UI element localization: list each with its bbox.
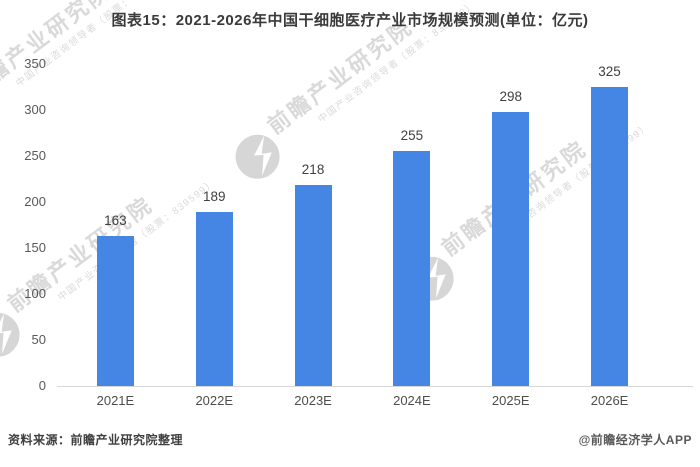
y-tick-label: 200	[24, 194, 46, 209]
y-tick-label: 150	[24, 240, 46, 255]
y-tick-label: 50	[31, 332, 46, 347]
bar-value-label: 189	[202, 189, 226, 204]
y-tick-label: 300	[24, 102, 46, 117]
y-tick-label: 100	[24, 286, 46, 301]
bar-value-label: 218	[301, 162, 325, 177]
bar-group: 163	[66, 64, 165, 386]
bar-value-label: 255	[400, 128, 424, 143]
bar-group: 325	[560, 64, 659, 386]
x-tick-label: 2026E	[590, 393, 629, 408]
bar-group: 298	[461, 64, 560, 386]
x-tick-label: 2022E	[195, 393, 234, 408]
bar-group: 189	[165, 64, 264, 386]
bar	[294, 185, 332, 386]
y-tick-label: 0	[38, 378, 46, 393]
bar	[96, 236, 134, 386]
x-tick-label: 2024E	[393, 393, 431, 408]
chart-title: 图表15：2021-2026年中国干细胞医疗产业市场规模预测(单位：亿元)	[111, 12, 589, 29]
bar-group: 255	[362, 64, 461, 386]
bar	[492, 112, 530, 386]
x-tick-label: 2021E	[96, 393, 135, 408]
bar-value-label: 298	[499, 89, 522, 104]
x-tick-label: 2023E	[294, 393, 332, 408]
source-note: 资料来源：前瞻产业研究院整理	[8, 433, 184, 447]
y-tick-label: 350	[24, 56, 46, 71]
bar	[393, 151, 431, 386]
y-tick-label: 250	[24, 148, 46, 163]
x-tick-label: 2025E	[491, 393, 530, 408]
x-axis-line	[57, 386, 693, 387]
bar	[195, 212, 233, 386]
credit-note: @前瞻经济学人APP	[578, 433, 692, 447]
bar-value-label: 325	[598, 64, 621, 79]
y-axis: 0 50 100 150 200 250 300 350	[0, 56, 48, 393]
plot-area: 163 189 218 255 298 325	[66, 64, 659, 386]
x-axis-labels: 2021E 2022E 2023E 2024E 2025E 2026E	[66, 393, 659, 411]
bar	[591, 87, 629, 386]
bar-group: 218	[264, 64, 363, 386]
bar-value-label: 163	[104, 213, 127, 228]
